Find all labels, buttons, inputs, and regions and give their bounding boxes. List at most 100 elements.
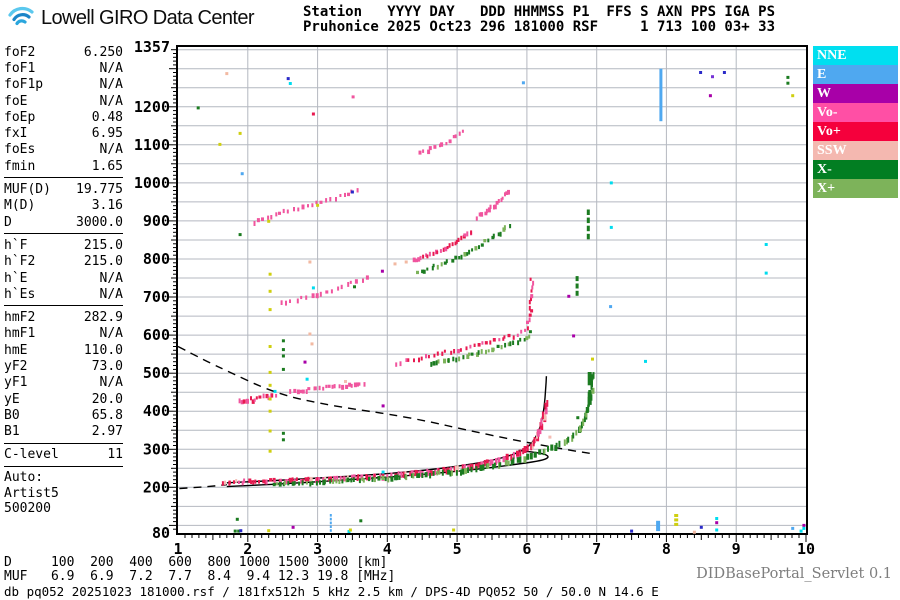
param-label: foF1 [4, 60, 36, 76]
separator [4, 305, 123, 307]
param-label: h`F2 [4, 254, 36, 270]
param-label: yF1 [4, 375, 28, 391]
param-value: 6.250 [83, 44, 123, 60]
param-row-md: M(D) 3.16 [4, 198, 123, 214]
param-value: 2.97 [91, 424, 123, 440]
param-row-hmf1: hmF1 N/A [4, 326, 123, 342]
svg-text:2: 2 [243, 540, 252, 558]
legend-item-vo: Vo+ [813, 122, 898, 141]
param-label: C-level [4, 447, 59, 463]
param-row-mufd: MUF(D) 19.775 [4, 181, 123, 197]
param-row-foe: foE N/A [4, 93, 123, 109]
param-row-b1: B1 2.97 [4, 424, 123, 440]
svg-text:400: 400 [143, 402, 170, 420]
separator [4, 233, 123, 235]
svg-text:10: 10 [797, 540, 815, 558]
svg-text:200: 200 [143, 478, 170, 496]
status-line: db pq052 20251023 181000.rsf / 181fx512h… [4, 584, 659, 599]
param-row-clevel: C-level 11 [4, 447, 123, 463]
svg-text:900: 900 [143, 212, 170, 230]
separator [4, 466, 123, 468]
param-label: h`Es [4, 286, 36, 302]
svg-text:6: 6 [522, 540, 531, 558]
param-label: h`E [4, 270, 28, 286]
param-value: N/A [99, 326, 123, 342]
param-row-fof1: foF1 N/A [4, 60, 123, 76]
station-header: Station YYYY DAY DDD HHMMSS P1 FFS S AXN… [303, 5, 775, 35]
param-value: N/A [99, 270, 123, 286]
giro-logo: Lowell GIRO Data Center [6, 4, 255, 32]
header-values-line: Pruhonice 2025 Oct23 296 181000 RSF 1 71… [303, 19, 776, 35]
param-value: N/A [99, 375, 123, 391]
param-label: hmF1 [4, 326, 36, 342]
param-value: 215.0 [83, 254, 123, 270]
param-row-hes: h`Es N/A [4, 286, 123, 302]
param-value: N/A [99, 142, 123, 158]
legend-item-ssw: SSW [813, 141, 898, 160]
param-row-foep: foEp 0.48 [4, 109, 123, 125]
param-label: h`F [4, 237, 28, 253]
svg-text:4: 4 [383, 540, 392, 558]
param-row-foes: foEs N/A [4, 142, 123, 158]
logo-title: Lowell GIRO Data Center [41, 6, 255, 29]
param-label: MUF(D) [4, 182, 51, 198]
param-value: N/A [99, 77, 123, 93]
svg-text:9: 9 [732, 540, 741, 558]
param-label: B1 [4, 424, 20, 440]
param-label: foEp [4, 109, 36, 125]
param-label: B0 [4, 407, 20, 423]
muf-table: D 100 200 400 600 800 1000 1500 3000 [km… [4, 555, 396, 584]
svg-text:8: 8 [662, 540, 671, 558]
param-label: foEs [4, 142, 36, 158]
param-value: 1.65 [91, 158, 123, 174]
header-columns-line: Station YYYY DAY DDD HHMMSS P1 FFS S AXN… [303, 4, 776, 20]
param-label: foE [4, 93, 28, 109]
param-value: 282.9 [83, 310, 123, 326]
param-label: fxI [4, 126, 28, 142]
legend-item-w: W [813, 84, 898, 103]
giro-logo-icon [8, 6, 34, 26]
svg-text:1000: 1000 [134, 174, 170, 192]
svg-text:600: 600 [143, 326, 170, 344]
param-row-hmf2: hmF2 282.9 [4, 309, 123, 325]
legend: NNE E W Vo- Vo+ SSW X- X+ [813, 46, 898, 198]
param-row-fmin: fmin 1.65 [4, 158, 123, 174]
param-label: foF1p [4, 77, 44, 93]
svg-text:300: 300 [143, 440, 170, 458]
param-row-d: D 3000.0 [4, 214, 123, 230]
param-value: 0.48 [91, 109, 123, 125]
svg-text:80: 80 [152, 524, 170, 542]
param-row-hf2: h`F2 215.0 [4, 254, 123, 270]
param-row-yf1: yF1 N/A [4, 375, 123, 391]
param-row-yf2: yF2 73.0 [4, 358, 123, 374]
separator [4, 177, 123, 179]
legend-item-x: X+ [813, 179, 898, 198]
svg-text:1357: 1357 [134, 38, 170, 56]
autoscaling-info-line: Artist5 [4, 485, 59, 501]
param-row-ye: yE 20.0 [4, 391, 123, 407]
param-value: 110.0 [83, 342, 123, 358]
autoscaling-info-line: 500200 [4, 501, 51, 517]
svg-text:5: 5 [453, 540, 462, 558]
param-row-fof2: foF2 6.250 [4, 44, 123, 60]
param-label: hmF2 [4, 310, 36, 326]
param-row-fof1p: foF1p N/A [4, 77, 123, 93]
param-label: M(D) [4, 198, 36, 214]
svg-text:700: 700 [143, 288, 170, 306]
servlet-version-label: DIDBasePortal_Servlet 0.1 [696, 566, 892, 582]
svg-text:500: 500 [143, 364, 170, 382]
param-label: D [4, 214, 12, 230]
svg-text:1: 1 [173, 540, 182, 558]
separator [4, 442, 123, 444]
svg-text:1200: 1200 [134, 98, 170, 116]
param-value: 20.0 [91, 391, 123, 407]
param-row-fxi: fxI 6.95 [4, 125, 123, 141]
param-value: 65.8 [91, 407, 123, 423]
param-label: yE [4, 391, 20, 407]
param-value: 11 [107, 447, 123, 463]
svg-text:3: 3 [313, 540, 322, 558]
legend-item-x: X- [813, 160, 898, 179]
param-value: 3.16 [91, 198, 123, 214]
